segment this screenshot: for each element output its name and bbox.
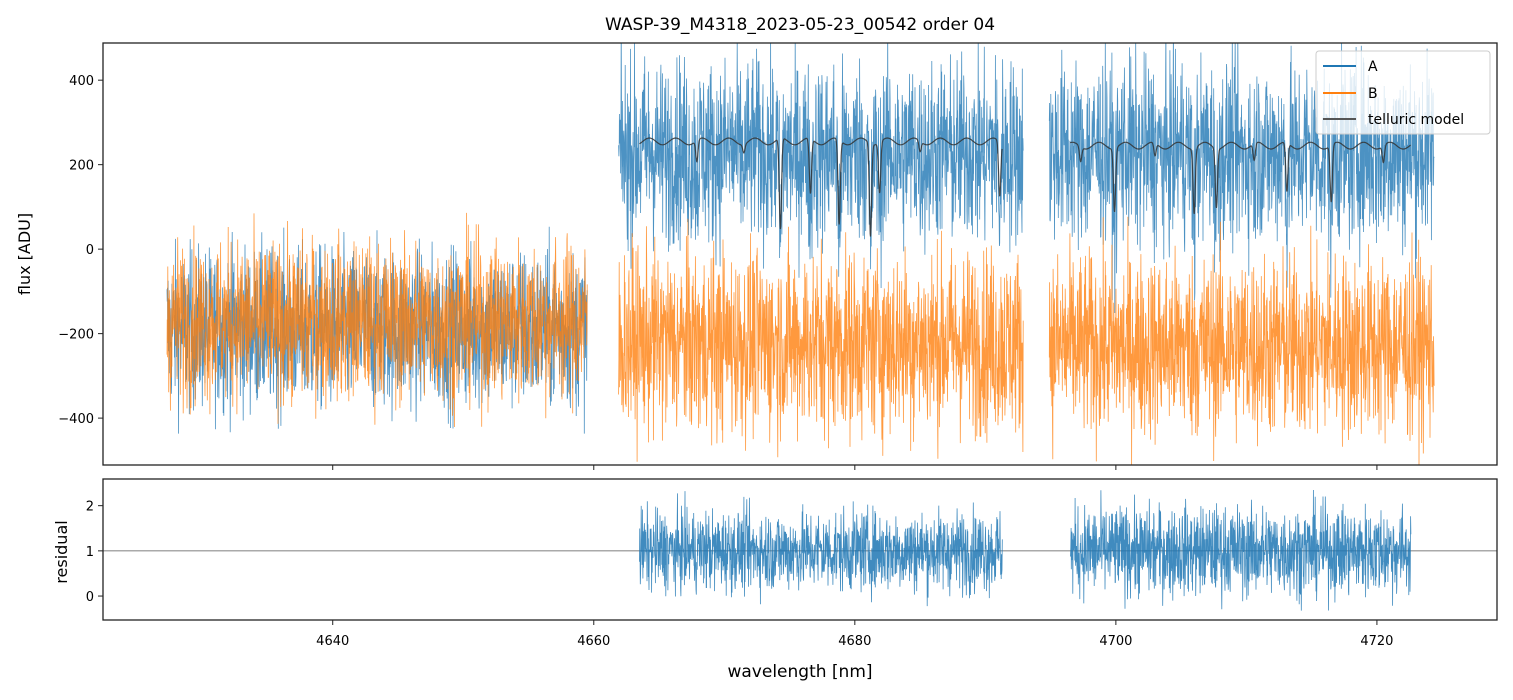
xtick-label: 4640: [316, 634, 349, 649]
top-ytick-label: −200: [58, 328, 94, 343]
series-a-segment-2: [618, 43, 1024, 289]
legend-label-b: B: [1368, 86, 1378, 102]
series-telluric-model-segment-2: [1069, 141, 1411, 215]
series-residual-segment-2: [1070, 489, 1412, 611]
legend-label-telluric: telluric model: [1368, 112, 1464, 128]
top-ytick-label: 200: [69, 159, 94, 174]
legend: A B telluric model: [1315, 50, 1491, 135]
chart-title: WASP-39_M4318_2023-05-23_00542 order 04: [605, 15, 995, 35]
residual-ytick-label: 2: [86, 500, 94, 515]
residual-plot-area: [103, 489, 1497, 611]
series-telluric-model-segment-1: [639, 137, 1003, 237]
xlabel: wavelength [nm]: [727, 662, 872, 682]
xtick-label: 4680: [838, 634, 871, 649]
series-b-segment-3: [1048, 216, 1435, 465]
xtick-label: 4660: [577, 634, 610, 649]
top-ytick-label: 400: [69, 74, 94, 89]
residual-ytick-label: 0: [86, 590, 94, 605]
residual-ytick-label: 1: [86, 545, 94, 560]
axis-ticks: 400 200 0 −200 −400 2 1 0 4640 4660 4680 4700 4720: [58, 74, 1393, 649]
xtick-label: 4700: [1099, 634, 1132, 649]
series-b-segment-1: [166, 212, 588, 428]
xtick-label: 4720: [1360, 634, 1393, 649]
legend-box: [1315, 50, 1491, 135]
series-b-segment-2: [618, 218, 1024, 462]
series-residual-segment-1: [639, 491, 1003, 607]
top-plot-area: [166, 43, 1435, 465]
top-ytick-label: −400: [58, 412, 94, 427]
legend-label-a: A: [1368, 59, 1378, 75]
residual-axes-frame: [102, 478, 1498, 621]
top-axes-frame: [102, 42, 1498, 466]
top-ylabel: flux [ADU]: [15, 213, 34, 295]
residual-ylabel: residual: [52, 520, 71, 583]
top-ytick-label: 0: [86, 243, 94, 258]
